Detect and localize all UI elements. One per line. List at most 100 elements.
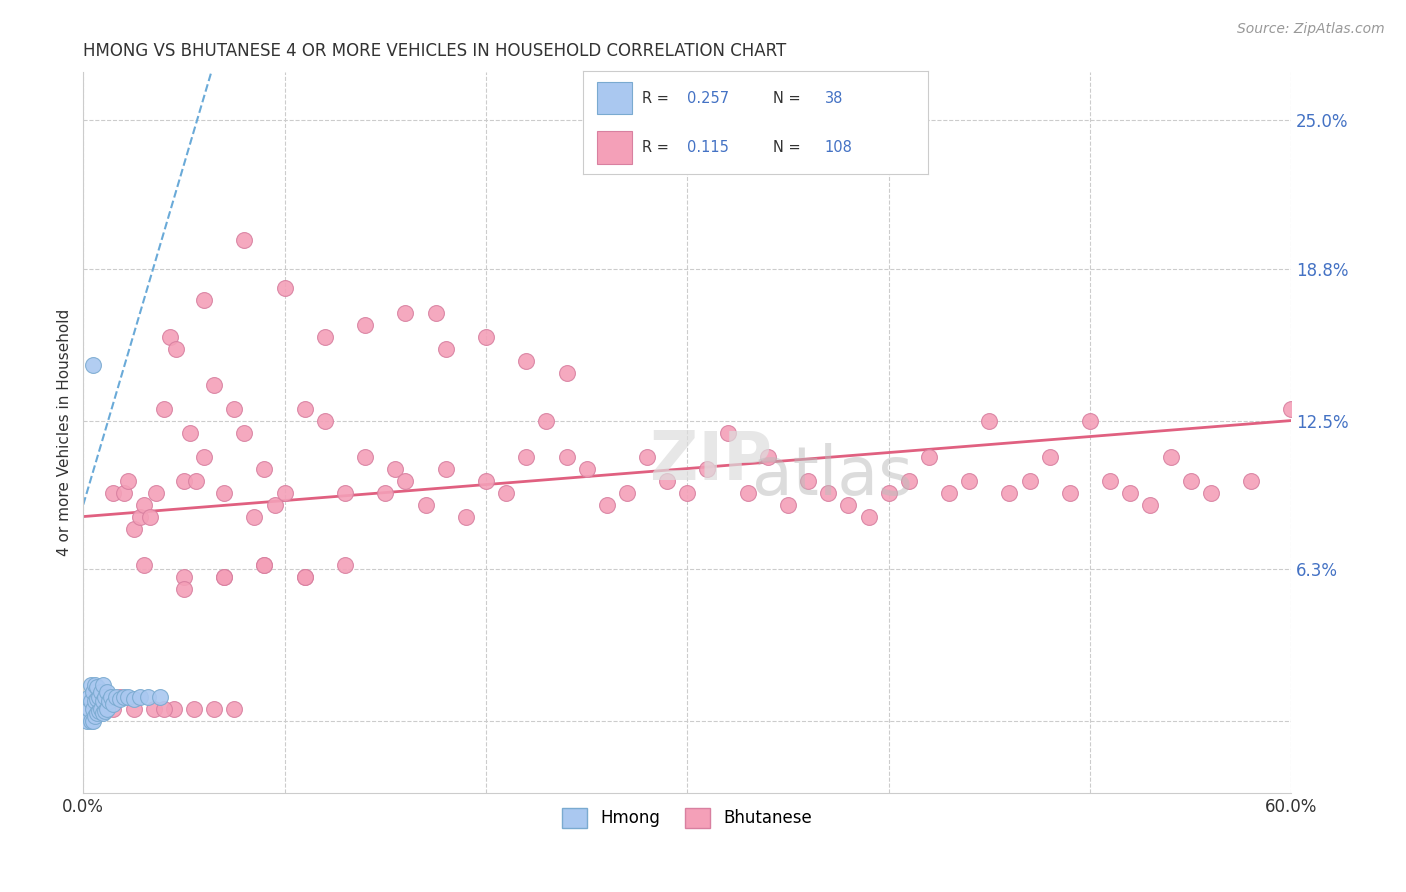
Point: [1119, 485, 1142, 500]
Point: [89, 690, 111, 704]
Point: [384, 461, 406, 475]
Point: [122, 522, 145, 536]
Point: [394, 305, 416, 319]
Point: [153, 401, 176, 416]
Point: [224, 401, 246, 416]
Point: [696, 461, 718, 475]
Point: [797, 474, 820, 488]
Point: [1199, 485, 1222, 500]
Point: [1180, 474, 1202, 488]
Point: [84, 678, 107, 692]
Point: [82, 359, 104, 373]
Point: [149, 690, 172, 704]
Point: [79, 701, 101, 715]
Point: [1139, 498, 1161, 512]
Y-axis label: 4 or more Vehicles in Household: 4 or more Vehicles in Household: [58, 309, 72, 557]
Point: [253, 461, 276, 475]
Point: [314, 413, 336, 427]
Point: [425, 305, 447, 319]
Point: [86, 680, 108, 694]
Point: [454, 509, 477, 524]
Point: [979, 413, 1001, 427]
Point: [212, 569, 235, 583]
Point: [333, 485, 356, 500]
Point: [96, 690, 118, 704]
Point: [86, 692, 108, 706]
Point: [394, 474, 416, 488]
Point: [202, 701, 225, 715]
Point: [897, 474, 920, 488]
Point: [333, 558, 356, 572]
Text: N =: N =: [773, 140, 800, 155]
Point: [108, 690, 131, 704]
Point: [82, 714, 104, 728]
Point: [998, 485, 1021, 500]
Text: 108: 108: [824, 140, 852, 155]
Point: [173, 569, 195, 583]
Point: [82, 701, 104, 715]
Point: [1279, 401, 1302, 416]
Point: [224, 701, 246, 715]
Point: [163, 701, 186, 715]
Point: [536, 413, 558, 427]
Point: [98, 694, 121, 708]
Point: [96, 701, 118, 715]
Point: [108, 692, 131, 706]
Point: [136, 690, 159, 704]
Point: [555, 366, 578, 380]
Point: [183, 701, 205, 715]
Point: [776, 498, 799, 512]
Point: [1018, 474, 1040, 488]
Point: [575, 461, 598, 475]
Point: [1078, 413, 1101, 427]
Point: [938, 485, 960, 500]
Point: [918, 450, 941, 464]
Point: [233, 425, 256, 440]
Point: [957, 474, 980, 488]
Point: [80, 678, 103, 692]
Point: [817, 485, 839, 500]
Point: [89, 694, 111, 708]
Text: R =: R =: [643, 140, 678, 155]
Point: [159, 329, 181, 343]
Point: [212, 485, 235, 500]
Point: [253, 558, 276, 572]
Point: [122, 701, 145, 715]
Bar: [598, 131, 631, 163]
Point: [1160, 450, 1182, 464]
Point: [737, 485, 759, 500]
Point: [100, 690, 122, 704]
Point: [596, 498, 619, 512]
Point: [253, 558, 276, 572]
Point: [122, 692, 145, 706]
Point: [173, 474, 195, 488]
Point: [657, 474, 679, 488]
Point: [138, 509, 160, 524]
Point: [89, 704, 111, 718]
Text: HMONG VS BHUTANESE 4 OR MORE VEHICLES IN HOUSEHOLD CORRELATION CHART: HMONG VS BHUTANESE 4 OR MORE VEHICLES IN…: [83, 42, 786, 60]
Point: [103, 701, 125, 715]
Point: [82, 685, 104, 699]
Text: 0.257: 0.257: [688, 90, 728, 105]
Point: [153, 701, 176, 715]
Point: [103, 697, 125, 711]
Point: [354, 450, 377, 464]
Point: [877, 485, 900, 500]
Point: [1059, 485, 1081, 500]
Point: [263, 498, 285, 512]
Point: [184, 474, 207, 488]
Point: [294, 569, 316, 583]
Point: [76, 714, 98, 728]
Point: [434, 342, 457, 356]
Point: [80, 714, 103, 728]
Point: [233, 234, 256, 248]
Point: [858, 509, 880, 524]
Point: [84, 694, 107, 708]
Point: [434, 461, 457, 475]
Point: [273, 485, 295, 500]
Point: [179, 425, 201, 440]
Point: [1099, 474, 1122, 488]
Point: [515, 450, 537, 464]
Point: [104, 690, 127, 704]
Point: [93, 678, 115, 692]
